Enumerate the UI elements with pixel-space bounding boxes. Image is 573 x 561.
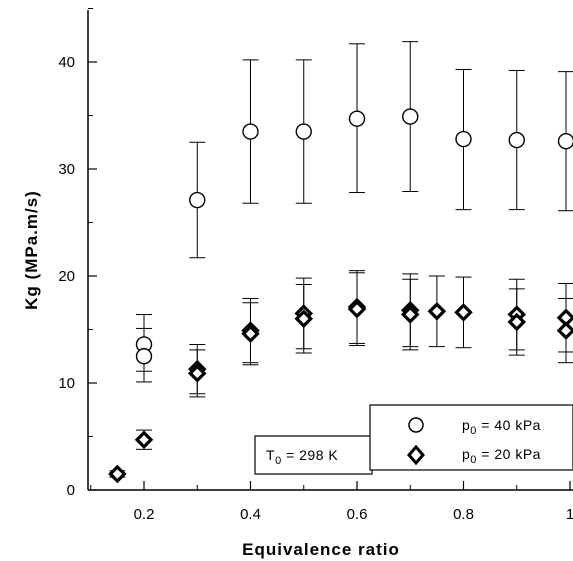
data-point-diamond — [187, 364, 207, 383]
axis-ticks: 0 10 20 30 40 0.2 0.4 0.6 0.8 1 — [58, 8, 573, 523]
data-point-diamond — [347, 299, 367, 319]
x-tick-label: 0.8 — [453, 506, 474, 523]
legend-circle-icon — [408, 417, 424, 433]
temperature-annotation: T0 = 298 K — [254, 435, 373, 475]
x-tick-label: 0.2 — [134, 506, 155, 523]
data-markers — [108, 108, 573, 484]
y-tick-label: 10 — [58, 375, 75, 392]
y-tick-label: 40 — [58, 54, 75, 71]
data-point-circle — [508, 131, 525, 149]
data-point-circle — [135, 348, 153, 365]
data-point-circle — [242, 123, 259, 140]
legend-label-20kpa: p0 = 20 kPa — [462, 446, 541, 466]
legend-diamond-icon — [407, 444, 425, 466]
legend-label-40kpa: p0 = 40 kPa — [462, 417, 541, 437]
y-tick-label: 30 — [58, 161, 75, 178]
annotation-text: T0 = 298 K — [266, 447, 338, 467]
x-tick-label: 0.6 — [347, 506, 368, 523]
data-point-diamond — [108, 464, 127, 484]
data-point-circle — [557, 132, 573, 150]
data-point-circle — [189, 191, 206, 209]
data-point-diamond — [454, 303, 473, 322]
legend: p0 = 40 kPa p0 = 20 kPa — [369, 404, 573, 471]
y-tick-label: 0 — [67, 482, 75, 499]
y-tick-label: 20 — [58, 268, 75, 285]
data-point-diamond — [427, 302, 447, 321]
data-point-diamond — [507, 312, 527, 332]
data-point-diamond — [556, 321, 573, 340]
data-point-diamond — [294, 309, 314, 329]
data-point-diamond — [241, 324, 260, 344]
data-point-circle — [402, 108, 419, 125]
annotation-box — [254, 435, 373, 475]
x-axis-title: Equivalence ratio — [242, 540, 400, 559]
data-point-diamond — [400, 305, 420, 324]
legend-box — [369, 404, 573, 471]
data-point-diamond — [134, 430, 154, 449]
data-point-circle — [295, 123, 312, 140]
data-point-circle — [455, 130, 472, 148]
x-tick-label: 0.4 — [240, 506, 261, 523]
x-tick-label: 1 — [566, 506, 573, 523]
data-point-circle — [348, 110, 366, 127]
y-axis-title: Kg (MPa.m/s) — [22, 190, 41, 310]
